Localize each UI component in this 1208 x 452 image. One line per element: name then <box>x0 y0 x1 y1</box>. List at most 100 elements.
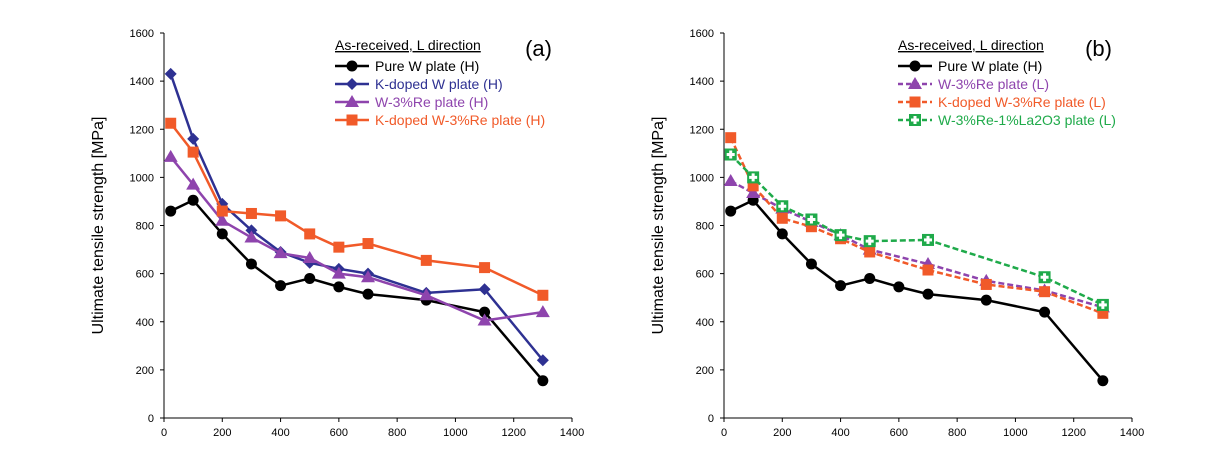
x-tick-label: 800 <box>388 427 406 439</box>
data-point <box>747 171 760 184</box>
data-point <box>333 281 345 293</box>
legend-entry: K-doped W-3%Re plate (H) <box>335 112 545 128</box>
legend-entry: W-3%Re-1%La2O3 plate (L) <box>898 112 1116 128</box>
legend-label: K-doped W-3%Re plate (L) <box>938 94 1106 110</box>
x-tick-label: 600 <box>330 427 348 439</box>
y-tick-label: 0 <box>708 413 714 425</box>
legend-marker <box>909 96 921 108</box>
y-tick-label: 1200 <box>690 124 714 136</box>
data-point <box>163 149 178 162</box>
legend-marker <box>909 60 921 72</box>
data-point <box>536 354 549 367</box>
data-point <box>864 272 876 284</box>
data-point <box>186 177 201 190</box>
x-tick-label: 1000 <box>443 427 467 439</box>
data-point <box>535 305 550 318</box>
y-tick-label: 600 <box>136 269 154 281</box>
data-point <box>420 254 432 266</box>
legend-marker <box>346 78 358 90</box>
data-point <box>980 278 992 290</box>
y-tick-label: 1000 <box>690 172 714 184</box>
x-tick-label: 200 <box>773 427 791 439</box>
legend-entry: K-doped W-3%Re plate (L) <box>898 94 1106 110</box>
panel-label: (a) <box>525 36 552 61</box>
data-point <box>479 306 491 318</box>
x-tick-label: 1200 <box>501 427 525 439</box>
data-point <box>1038 271 1051 284</box>
legend-title: As-received, L direction <box>335 37 481 53</box>
x-tick-label: 0 <box>721 427 727 439</box>
data-point <box>245 258 257 270</box>
data-point <box>776 212 788 224</box>
y-tick-label: 1000 <box>130 172 154 184</box>
x-tick-label: 0 <box>161 427 167 439</box>
data-point <box>1097 375 1109 387</box>
data-point <box>724 148 737 161</box>
legend-marker <box>346 60 358 72</box>
data-point <box>477 313 492 326</box>
x-tick-label: 1000 <box>1003 427 1027 439</box>
data-point <box>980 294 992 306</box>
y-axis-label: Ultimate tensile strength [MPa] <box>90 117 107 335</box>
y-tick-label: 400 <box>136 317 154 329</box>
legend-label: W-3%Re plate (L) <box>938 76 1049 92</box>
data-point <box>922 233 934 246</box>
data-point <box>304 272 316 284</box>
data-point <box>725 205 737 217</box>
data-point <box>922 264 934 276</box>
data-point <box>187 194 199 206</box>
y-tick-label: 1600 <box>690 28 714 40</box>
legend-entry: K-doped W plate (H) <box>335 76 503 92</box>
series-1 <box>165 194 549 387</box>
y-tick-label: 600 <box>696 269 714 281</box>
data-point <box>723 173 738 186</box>
data-point <box>537 289 549 301</box>
data-point <box>165 205 177 217</box>
legend-marker <box>908 77 922 89</box>
data-point <box>479 262 491 274</box>
y-tick-label: 200 <box>136 365 154 377</box>
legend-marker <box>345 95 359 107</box>
data-point <box>922 288 934 300</box>
data-point <box>164 67 177 80</box>
data-point <box>333 241 345 253</box>
data-point <box>864 246 876 258</box>
y-tick-label: 1400 <box>690 76 714 88</box>
legend-marker <box>909 114 921 126</box>
y-tick-label: 200 <box>696 365 714 377</box>
data-point <box>216 205 228 217</box>
legend-entry: W-3%Re plate (L) <box>898 76 1049 92</box>
y-tick-label: 800 <box>136 221 154 233</box>
legend-label: K-doped W plate (H) <box>375 76 503 92</box>
data-point <box>805 258 817 270</box>
legend-label: W-3%Re plate (H) <box>375 94 488 110</box>
series-4 <box>165 117 549 301</box>
data-point <box>834 229 847 242</box>
y-tick-label: 1200 <box>130 124 154 136</box>
x-tick-label: 800 <box>948 427 966 439</box>
series-4 <box>724 148 1109 311</box>
legend-title: As-received, L direction <box>898 37 1044 53</box>
x-tick-label: 400 <box>831 427 849 439</box>
legend: As-received, L direction Pure W plate (H)… <box>335 37 545 128</box>
data-point <box>187 132 200 145</box>
data-point <box>1096 298 1109 311</box>
data-point <box>275 210 287 222</box>
y-tick-label: 0 <box>148 413 154 425</box>
legend-marker <box>346 114 358 126</box>
y-tick-label: 1600 <box>130 28 154 40</box>
data-point <box>835 280 847 292</box>
y-tick-label: 1400 <box>130 76 154 88</box>
data-point <box>302 250 317 263</box>
legend: As-received, L direction Pure W plate (H)… <box>898 37 1116 128</box>
data-point <box>215 213 230 226</box>
data-point <box>776 228 788 240</box>
data-point <box>275 280 287 292</box>
chart-panel-a: 0 200 400 600 800 1000 1200 1400 0 200 400 600 800 10… <box>90 28 584 439</box>
data-point <box>805 213 818 226</box>
legend-entry: Pure W plate (H) <box>335 58 479 74</box>
legend-entry: Pure W plate (H) <box>898 58 1042 74</box>
legend-label: W-3%Re-1%La2O3 plate (L) <box>938 112 1116 128</box>
panel-label: (b) <box>1085 36 1112 61</box>
data-point <box>1039 286 1051 298</box>
